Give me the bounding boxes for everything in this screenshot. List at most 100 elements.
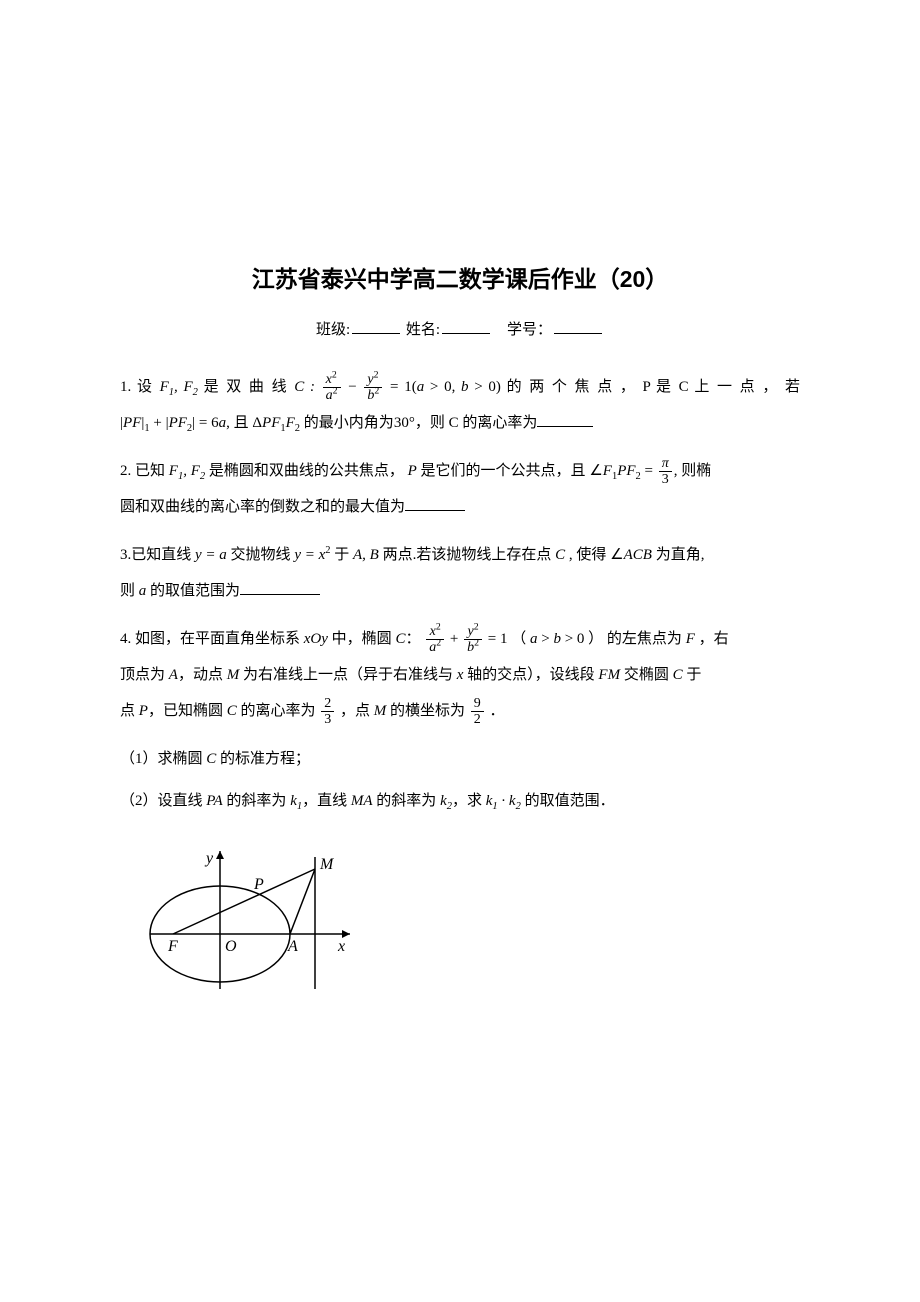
y-arrow xyxy=(216,851,224,859)
p1-mid2: 的 两 个 焦 点 ， P 是 C 上 一 点 ， 若 xyxy=(507,379,800,395)
p1-line2-mid2: 的最小内角为 xyxy=(304,415,394,431)
p4-line2-a: 顶点为 xyxy=(120,667,165,683)
p4-line2-mid4: 交椭圆 xyxy=(624,667,669,683)
problem-1-line1: 1. 设 F1, F2 是 双 曲 线 C : x2 a2 − y2 b2 = … xyxy=(120,369,800,405)
p4-c3: C xyxy=(227,703,237,719)
p1-prefix: 1. 设 xyxy=(120,379,154,395)
p2-line2: 圆和双曲线的离心率的倒数之和的最大值为 xyxy=(120,499,405,515)
p4-eq-suffix: = 1 xyxy=(488,631,508,647)
p2-p: P xyxy=(408,463,417,479)
label-x: x xyxy=(337,938,345,955)
p4-k1k2: k1 · k2 xyxy=(486,793,521,809)
label-a: A xyxy=(287,938,298,955)
p3-c: C xyxy=(555,547,565,563)
p1-frac1: x2 a2 xyxy=(323,372,341,404)
problem-1-line2: |PF|1 + |PF2| = 6a, 且 ΔPF1F2 的最小内角为30°，则… xyxy=(120,405,800,441)
p1-angle: 30° xyxy=(394,415,415,431)
p1-line2-eq: |PF|1 + |PF2| = 6a xyxy=(120,415,226,431)
diagram-svg: y x M P F O A xyxy=(140,839,370,999)
p2-f1f2: F1, F2 xyxy=(169,463,205,479)
label-p: P xyxy=(253,876,264,893)
page-title: 江苏省泰兴中学高二数学课后作业（20） xyxy=(120,260,800,294)
p3-a: a xyxy=(139,583,147,599)
p2-angle-expr: ∠F1PF2 = xyxy=(589,463,653,479)
p3-ab: A, B xyxy=(353,547,379,563)
p4-line3-mid3: ，点 xyxy=(340,703,370,719)
class-blank xyxy=(352,319,400,334)
p4-c2: C xyxy=(673,667,683,683)
p4-line3-mid1: ，已知椭圆 xyxy=(148,703,223,719)
p4-sub2-mid2: ，直线 xyxy=(302,793,347,809)
p4-sub1: （1）求椭圆 xyxy=(120,751,203,767)
p4-sub1-end: 的标准方程； xyxy=(220,751,310,767)
p4-ma: MA xyxy=(351,793,373,809)
p1-mid1: 是 双 曲 线 xyxy=(204,379,289,395)
p3-mid4: , 使得 xyxy=(569,547,607,563)
p3-angle: ∠ACB xyxy=(610,547,652,563)
problem-3: 3.已知直线 y = a 交抛物线 y = x2 于 A, B 两点.若该抛物线… xyxy=(120,537,800,609)
p4-line1-end: ，右 xyxy=(699,631,729,647)
p1-triangle: ΔPF1F2 xyxy=(252,415,300,431)
p4-mid2: 的左焦点为 xyxy=(607,631,682,647)
problem-2-line2: 圆和双曲线的离心率的倒数之和的最大值为 xyxy=(120,489,800,525)
p4-p: P xyxy=(139,703,148,719)
problem-4: 4. 如图，在平面直角坐标系 xOy 中，椭圆 C： x2 a2 + y2 b2… xyxy=(120,621,800,729)
p4-frac2: y2 b2 xyxy=(464,624,482,656)
p3-line1-end: 为直角, xyxy=(656,547,705,563)
p4-m: M xyxy=(227,667,240,683)
minus-sign: − xyxy=(348,379,356,395)
p4-frac-92: 9 2 xyxy=(471,696,484,728)
p3-mid1: 交抛物线 xyxy=(231,547,291,563)
header-line: 班级: 姓名: 学号： xyxy=(120,318,800,339)
p2-blank xyxy=(405,496,465,511)
p4-c: C xyxy=(395,631,405,647)
p4-f: F xyxy=(686,631,695,647)
p4-pa: PA xyxy=(206,793,222,809)
p4-prefix: 4. 如图，在平面直角坐标系 xyxy=(120,631,300,647)
p1-curve-c: C : xyxy=(294,379,315,395)
problem-1: 1. 设 F1, F2 是 双 曲 线 C : x2 a2 − y2 b2 = … xyxy=(120,369,800,441)
p4-sub2-mid3: 的斜率为 xyxy=(376,793,436,809)
p4-k2: k2 xyxy=(440,793,452,809)
ellipse-diagram: y x M P F O A xyxy=(140,839,800,1004)
p2-line1-end: , 则椭 xyxy=(674,463,712,479)
p4-line3-mid2: 的离心率为 xyxy=(240,703,315,719)
p2-prefix: 2. 已知 xyxy=(120,463,165,479)
p1-line2-mid: , 且 xyxy=(226,415,249,431)
p4-k1: k1 xyxy=(290,793,302,809)
p3-eq1: y = a xyxy=(195,547,227,563)
p4-xoy: xOy xyxy=(304,631,328,647)
p4-m2: M xyxy=(374,703,387,719)
p3-mid3: 两点.若该抛物线上存在点 xyxy=(383,547,552,563)
p4-sub2: （2）设直线 xyxy=(120,793,203,809)
problem-4-sub2: （2）设直线 PA 的斜率为 k1，直线 MA 的斜率为 k2，求 k1 · k… xyxy=(120,783,800,819)
name-label: 姓名: xyxy=(406,322,440,338)
p4-line2-mid3: 轴的交点），设线段 xyxy=(467,667,595,683)
problem-2-line1: 2. 已知 F1, F2 是椭圆和双曲线的公共焦点， P 是它们的一个公共点，且… xyxy=(120,453,800,489)
p1-line2-end: ，则 C 的离心率为 xyxy=(415,415,538,431)
p4-line3-end: ． xyxy=(490,703,505,719)
label-f: F xyxy=(167,938,178,955)
p4-frac1: x2 a2 xyxy=(426,624,444,656)
p4-sub1-c: C xyxy=(206,751,216,767)
p2-mid1: 是椭圆和双曲线的公共焦点， xyxy=(209,463,404,479)
p2-mid2: 是它们的一个公共点，且 xyxy=(421,463,586,479)
p4-a: A xyxy=(169,667,178,683)
p4-cond: （ a > b > 0 ） xyxy=(511,631,603,647)
class-label: 班级: xyxy=(316,322,350,338)
p3-line2-prefix: 则 xyxy=(120,583,135,599)
p4-line2-end: 于 xyxy=(686,667,701,683)
problem-4-line1: 4. 如图，在平面直角坐标系 xOy 中，椭圆 C： x2 a2 + y2 b2… xyxy=(120,621,800,657)
p4-line2-mid2: 为右准线上一点（异于右准线与 xyxy=(239,667,453,683)
problem-2: 2. 已知 F1, F2 是椭圆和双曲线的公共焦点， P 是它们的一个公共点，且… xyxy=(120,453,800,525)
label-o: O xyxy=(225,938,237,955)
p4-frac-23: 2 3 xyxy=(321,696,334,728)
problem-3-line2: 则 a 的取值范围为 xyxy=(120,573,800,609)
problem-3-line1: 3.已知直线 y = a 交抛物线 y = x2 于 A, B 两点.若该抛物线… xyxy=(120,537,800,573)
p1-blank xyxy=(537,412,593,427)
problem-4-sub1: （1）求椭圆 C 的标准方程； xyxy=(120,741,800,777)
label-y: y xyxy=(204,850,214,867)
p3-eq2: y = x2 xyxy=(294,547,330,563)
id-label: 学号： xyxy=(507,322,552,338)
p4-line2-mid1: ，动点 xyxy=(178,667,223,683)
